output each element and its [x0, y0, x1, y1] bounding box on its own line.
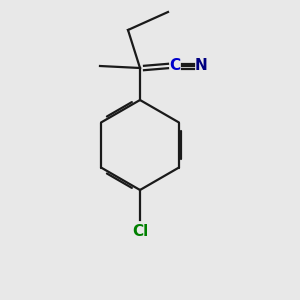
- Text: Cl: Cl: [132, 224, 148, 239]
- Text: N: N: [195, 58, 207, 74]
- Text: C: C: [169, 58, 181, 74]
